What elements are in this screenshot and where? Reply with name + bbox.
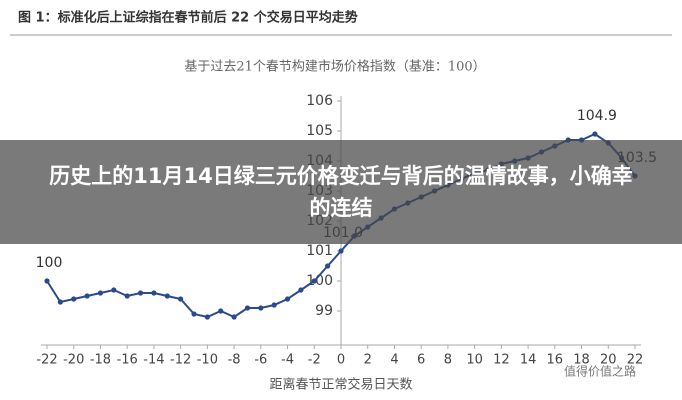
x-tick-label: -8 (228, 353, 241, 368)
point (592, 131, 598, 137)
x-tick-label: 10 (466, 353, 483, 368)
x-tick-label: 0 (337, 353, 345, 368)
overlay-title: 历史上的11月14日绿三元价格变迁与背后的温情故事，小确幸的连结 (49, 164, 633, 220)
point (124, 293, 130, 299)
x-tick-label: 12 (493, 353, 510, 368)
x-tick-label: 6 (417, 353, 425, 368)
x-tick-label: -16 (117, 353, 138, 368)
point (164, 293, 170, 299)
y-tick-label: 105 (306, 123, 333, 139)
x-tick-label: -12 (170, 353, 191, 368)
x-tick-label: 8 (444, 353, 452, 368)
y-tick-label: 101 (306, 243, 333, 259)
point (137, 290, 144, 296)
x-tick-label: -4 (281, 353, 294, 368)
overlay-banner: 历史上的11月14日绿三元价格变迁与背后的温情故事，小确幸的连结 (0, 140, 682, 244)
x-tick-label: -10 (197, 353, 218, 368)
x-tick-label: -22 (36, 353, 57, 368)
point (218, 308, 224, 314)
point (204, 314, 210, 320)
y-tick-label: 106 (306, 93, 333, 109)
x-tick-label: -2 (308, 353, 321, 368)
point (338, 248, 344, 254)
x-tick-label: 22 (627, 353, 644, 368)
point (71, 296, 77, 302)
point (191, 311, 197, 317)
point (284, 296, 291, 302)
y-tick-label: 99 (315, 303, 333, 319)
x-tick-label: 18 (573, 353, 590, 368)
point (151, 290, 157, 296)
point (325, 263, 331, 269)
point (57, 299, 63, 305)
point (231, 314, 237, 320)
y-tick-label: 100 (306, 273, 333, 289)
value-label: 100 (36, 255, 63, 271)
point (97, 290, 104, 296)
watermark: 值得价值之路 (564, 364, 636, 379)
x-tick-label: 16 (547, 353, 564, 368)
x-tick-label: -20 (63, 353, 84, 368)
x-tick-label: 4 (390, 353, 398, 368)
x-tick-label: -18 (90, 353, 111, 368)
point (178, 296, 184, 302)
x-tick-label: 14 (520, 353, 537, 368)
point (84, 293, 90, 299)
x-tick-label: -6 (254, 353, 267, 368)
header: 图 1：标准化后上证综指在春节前后 22 个交易日平均走势 (18, 10, 358, 26)
point (244, 305, 251, 311)
x-tick-label: -14 (143, 353, 164, 368)
point (311, 278, 317, 284)
chart-title: 基于过去21个春节构建市场价格指数（基准：100） (184, 59, 485, 75)
value-label: 104.9 (577, 108, 617, 124)
x-tick-label: 20 (600, 353, 617, 368)
point (111, 287, 117, 293)
point (271, 302, 277, 308)
point (298, 287, 304, 293)
x-tick-label: 2 (364, 353, 372, 368)
x-axis-label: 距离春节正常交易日天数 (269, 377, 412, 393)
point (44, 278, 50, 284)
point (258, 305, 264, 311)
